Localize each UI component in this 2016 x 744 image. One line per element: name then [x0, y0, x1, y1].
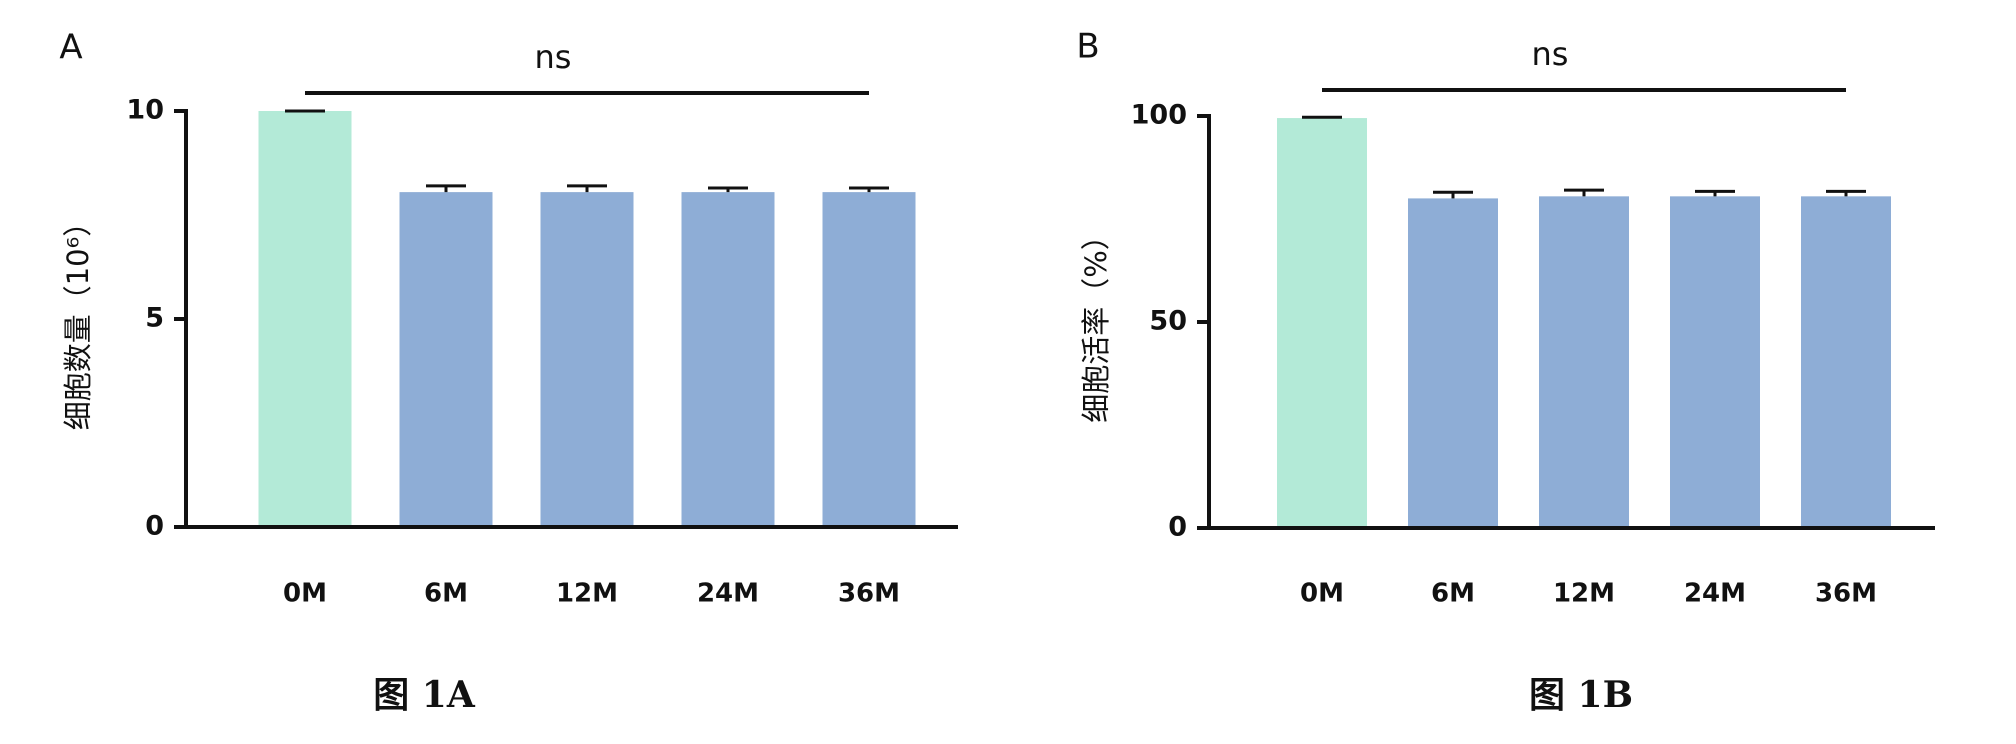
y-tick-label: 0 [145, 511, 164, 542]
x-tick-label: 12M [1553, 579, 1615, 609]
bar [258, 111, 352, 527]
bar [681, 192, 775, 527]
y-axis-label: 细胞活率（%） [1079, 221, 1113, 423]
bar [1539, 196, 1629, 528]
y-tick-label: 100 [1131, 100, 1187, 131]
bar [1801, 196, 1891, 528]
x-tick-label: 6M [424, 579, 468, 609]
y-tick-label: 10 [126, 95, 164, 126]
bar [822, 192, 916, 527]
panel-label: B [1076, 27, 1099, 67]
x-tick-label: 0M [1300, 579, 1344, 609]
x-tick-label: 12M [556, 579, 618, 609]
figure-caption: 图 1B [1529, 674, 1633, 716]
y-axis-label: 细胞数量（10⁶） [61, 208, 95, 431]
bar [399, 192, 493, 527]
y-tick-label: 5 [145, 303, 164, 334]
bar [540, 192, 634, 527]
panel-label: A [59, 28, 82, 68]
bar [1277, 118, 1367, 528]
significance-label: ns [1532, 35, 1569, 73]
x-tick-label: 24M [697, 579, 759, 609]
significance-label: ns [535, 38, 572, 76]
figure-caption: 图 1A [373, 674, 476, 716]
bar [1408, 198, 1498, 528]
x-tick-label: 24M [1684, 579, 1746, 609]
x-tick-label: 36M [838, 579, 900, 609]
x-tick-label: 36M [1815, 579, 1877, 609]
y-tick-label: 0 [1168, 512, 1187, 543]
x-tick-label: 6M [1431, 579, 1475, 609]
y-tick-label: 50 [1149, 306, 1187, 337]
x-tick-label: 0M [283, 579, 327, 609]
bar [1670, 196, 1760, 528]
